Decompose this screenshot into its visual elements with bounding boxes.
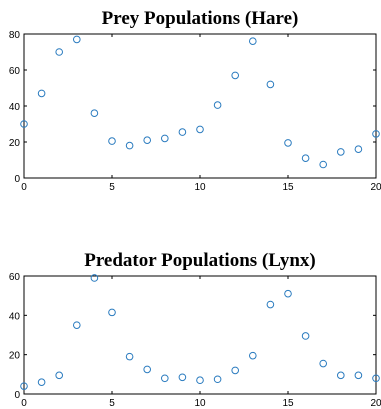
- prey-data-point: [196, 125, 204, 134]
- prey-data-point: [161, 134, 169, 143]
- prey-data-point: [55, 48, 64, 56]
- predator-data-point: [372, 374, 380, 383]
- predator-x-tick-label: 20: [370, 398, 381, 409]
- predator-data-point: [354, 371, 363, 380]
- prey-x-tick-label: 15: [282, 182, 294, 193]
- prey-data-point: [249, 37, 257, 46]
- predator-data-point: [37, 378, 46, 387]
- predator-data-point: [196, 376, 204, 385]
- predator-y-tick-label: 0: [14, 390, 20, 401]
- prey-data-point: [73, 35, 81, 44]
- prey-data-point: [372, 130, 380, 138]
- predator-data-point: [178, 373, 187, 382]
- predator-x-tick-label: 5: [109, 398, 115, 409]
- predator-data-point: [249, 351, 257, 360]
- prey-chart: Prey Populations (Hare) 0 5 10 15 20 0 20 40 60 80: [9, 8, 381, 193]
- prey-data-point: [125, 141, 134, 150]
- predator-data-point: [143, 365, 151, 374]
- prey-data-point: [108, 137, 116, 145]
- prey-y-tick-label: 60: [9, 66, 21, 77]
- predator-data-point: [284, 289, 292, 298]
- predator-y-tick-label: 60: [9, 272, 21, 283]
- prey-data-point: [143, 136, 151, 144]
- prey-data-point: [266, 80, 275, 89]
- predator-x-tick-label: 15: [282, 398, 294, 409]
- predator-y-tick-label: 20: [9, 351, 21, 362]
- predator-chart: Predator Populations (Lynx) 0 5 10 15 20 0 20 40…: [9, 250, 381, 409]
- prey-data-point: [354, 145, 363, 153]
- prey-axes-box: [23, 33, 377, 179]
- prey-data-point: [178, 128, 187, 136]
- prey-x-tick-label: 10: [194, 182, 206, 193]
- prey-data-point: [337, 148, 345, 156]
- prey-data-point: [319, 160, 328, 169]
- prey-data-point: [231, 71, 239, 80]
- prey-data-point: [284, 139, 292, 147]
- prey-data-point: [20, 120, 28, 128]
- predator-chart-title: Predator Populations (Lynx): [84, 250, 316, 271]
- predator-data-point: [319, 359, 328, 368]
- prey-data-point: [90, 109, 99, 117]
- prey-y-tick-label: 0: [14, 174, 20, 185]
- predator-data-point: [266, 300, 275, 309]
- prey-x-tick-label: 0: [21, 182, 27, 193]
- predator-data-point: [55, 371, 64, 380]
- prey-chart-title: Prey Populations (Hare): [102, 8, 299, 29]
- predator-axes-box: [23, 275, 377, 395]
- predator-x-tick-label: 10: [194, 398, 206, 409]
- predator-data-point: [73, 321, 81, 329]
- prey-x-tick-label: 20: [370, 182, 381, 193]
- prey-data-point: [301, 154, 310, 162]
- prey-y-tick-label: 20: [9, 138, 21, 149]
- predator-data-point: [337, 371, 345, 380]
- predator-data-point: [108, 308, 116, 317]
- prey-data-point: [37, 89, 46, 98]
- predator-data-point: [301, 332, 310, 340]
- predator-x-tick-label: 0: [21, 398, 27, 409]
- predator-data-point: [125, 352, 134, 361]
- predator-data-point: [213, 375, 222, 384]
- predator-data-point: [90, 274, 99, 282]
- predator-data-point: [20, 382, 28, 390]
- predator-data-point: [231, 366, 239, 375]
- predator-data-point: [161, 374, 169, 383]
- prey-y-tick-label: 40: [9, 102, 21, 113]
- prey-data-point: [213, 101, 222, 109]
- prey-y-tick-label: 80: [9, 30, 21, 41]
- prey-x-tick-label: 5: [109, 182, 115, 193]
- predator-y-tick-label: 40: [9, 311, 21, 322]
